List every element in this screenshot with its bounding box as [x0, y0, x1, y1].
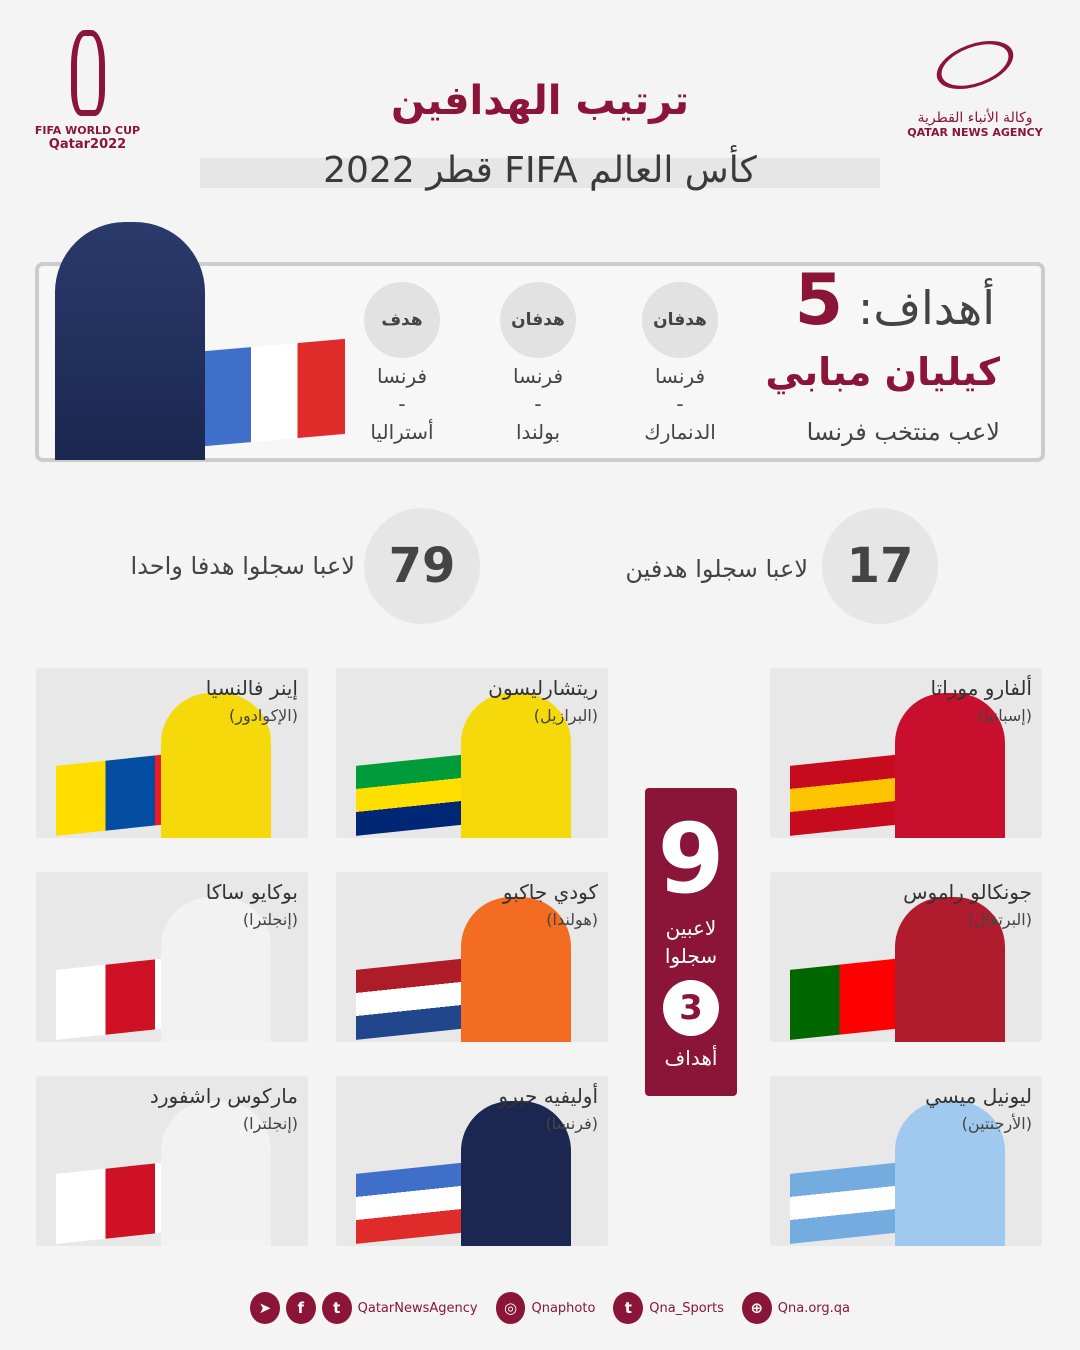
top-scorer-team: لاعب منتخب فرنسا	[806, 418, 1000, 446]
player-name: جونكالو راموس	[903, 880, 1032, 904]
twitter-icon[interactable]: t	[613, 1292, 644, 1324]
sports-handle[interactable]: Qna_Sports	[649, 1300, 724, 1316]
player-card: إينر فالنسيا (الإكوادور)	[36, 668, 308, 838]
twitter-icon[interactable]: t	[321, 1292, 352, 1324]
top-scorer-name: كيليان مبابي	[765, 350, 1000, 394]
match-item: هدف فرنسا - أستراليا	[347, 282, 457, 446]
top-scorer-goals: أهداف: 5	[794, 259, 996, 341]
instagram-icon[interactable]: ◎	[495, 1292, 526, 1324]
player-name: ريتشارليسون	[488, 676, 598, 700]
globe-icon[interactable]: ⊕	[741, 1292, 772, 1324]
player-name: ماركوس راشفورد	[149, 1084, 298, 1108]
telegram-icon[interactable]: ➤	[250, 1292, 280, 1324]
player-photo	[461, 693, 571, 838]
player-name: كودي جاكبو	[502, 880, 598, 904]
player-photo	[895, 693, 1005, 838]
fifa-world-cup-logo: FIFA WORLD CUP Qatar2022	[30, 30, 145, 152]
player-country: (إنجلترا)	[242, 910, 298, 929]
qna-logo: وكالة الأنباء القطرية QATAR NEWS AGENCY	[905, 30, 1045, 139]
player-country: (الأرجنتين)	[961, 1114, 1032, 1133]
qna-handle[interactable]: QatarNewsAgency	[357, 1300, 478, 1316]
facebook-icon[interactable]: f	[285, 1292, 316, 1324]
player-name: بوكايو ساكا	[205, 880, 298, 904]
three-goals-badge: 9 لاعبين سجلوا 3 أهداف	[645, 788, 737, 1096]
player-card: ألفارو موراتا (إسبانيا)	[770, 668, 1042, 838]
player-country: (البرتغال)	[967, 910, 1032, 929]
instagram-handle[interactable]: Qnaphoto	[531, 1300, 596, 1316]
player-country: (البرازيل)	[533, 706, 598, 725]
stat-two-goals-label: لاعبا سجلوا هدفين	[625, 555, 808, 583]
subtitle-bar	[200, 152, 880, 194]
player-card: ليونيل ميسي (الأرجنتين)	[770, 1076, 1042, 1246]
website-link[interactable]: Qna.org.qa	[777, 1300, 851, 1316]
player-country: (فرنسا)	[545, 1114, 598, 1133]
player-name: أوليفيه جيرو	[498, 1084, 598, 1108]
player-country: (إسبانيا)	[977, 706, 1032, 725]
player-photo	[161, 693, 271, 838]
player-card: ماركوس راشفورد (إنجلترا)	[36, 1076, 308, 1246]
player-country: (الإكوادور)	[229, 706, 298, 725]
player-photo	[895, 1101, 1005, 1246]
trophy-icon	[70, 30, 105, 116]
stat-one-goal-label: لاعبا سجلوا هدفا واحدا	[130, 552, 355, 580]
stat-two-goals-count: 17	[822, 508, 938, 624]
player-name: ألفارو موراتا	[930, 676, 1032, 700]
stat-one-goal-count: 79	[364, 508, 480, 624]
match-item: هدفان فرنسا - بولندا	[483, 282, 593, 446]
player-name: ليونيل ميسي	[925, 1084, 1032, 1108]
player-card: كودي جاكبو (هولندا)	[336, 872, 608, 1042]
page-subtitle: كأس العالم FIFA قطر 2022	[323, 150, 757, 191]
player-country: (إنجلترا)	[242, 1114, 298, 1133]
player-photo	[461, 1101, 571, 1246]
player-card: جونكالو راموس (البرتغال)	[770, 872, 1042, 1042]
player-photo-mbappe	[55, 222, 205, 460]
france-flag	[205, 338, 345, 447]
player-photo	[461, 897, 571, 1042]
player-country: (هولندا)	[546, 910, 598, 929]
qna-mark-icon	[930, 31, 1020, 99]
match-item: هدفان فرنسا - الدنمارك	[625, 282, 735, 446]
page-title: ترتيب الهدافين	[391, 78, 689, 124]
player-name: إينر فالنسيا	[205, 676, 298, 700]
player-photo	[161, 897, 271, 1042]
footer-social: ➤ f t QatarNewsAgency ◎ Qnaphoto t Qna_S…	[250, 1292, 850, 1324]
player-card: أوليفيه جيرو (فرنسا)	[336, 1076, 608, 1246]
player-card: ريتشارليسون (البرازيل)	[336, 668, 608, 838]
player-card: بوكايو ساكا (إنجلترا)	[36, 872, 308, 1042]
player-photo	[895, 897, 1005, 1042]
player-photo	[161, 1101, 271, 1246]
